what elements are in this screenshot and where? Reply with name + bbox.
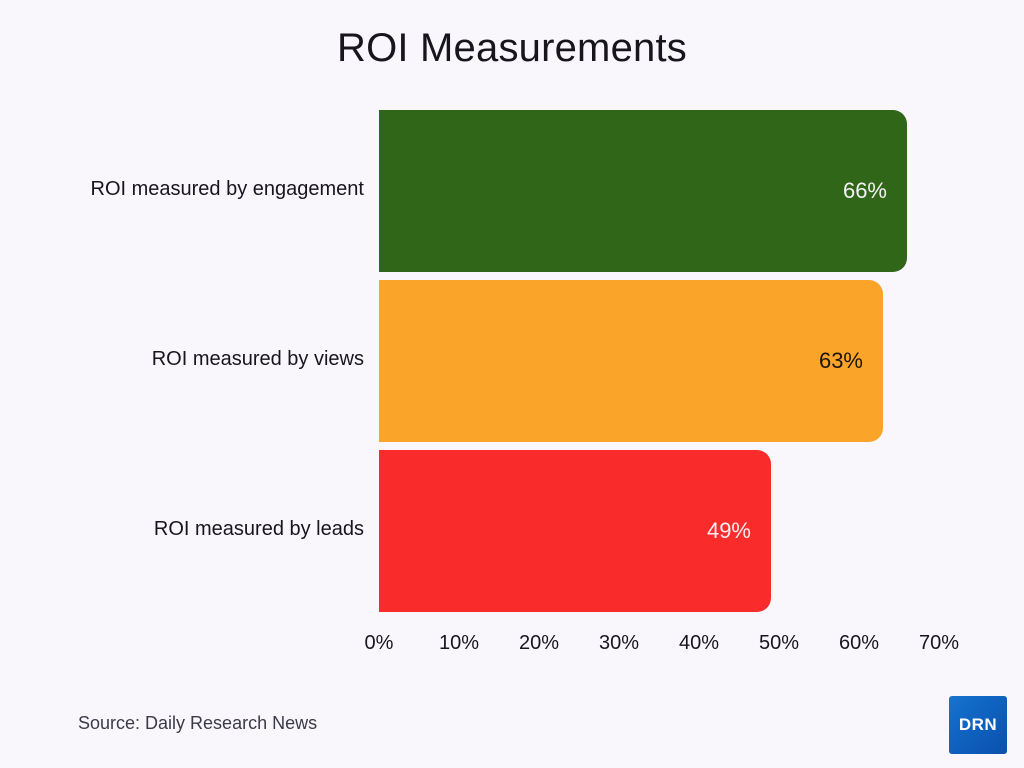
source-note: Source: Daily Research News: [78, 713, 318, 733]
category-label: ROI measured by engagement: [90, 178, 365, 200]
x-axis-tick-label: 30%: [598, 632, 640, 654]
bar-row: 66%: [379, 110, 939, 272]
bar: 49%: [379, 450, 771, 612]
chart-title: ROI Measurements: [337, 26, 687, 70]
drn-logo: DRN: [949, 696, 1007, 754]
bar-value-label: 63%: [818, 348, 863, 373]
category-label: ROI measured by leads: [153, 518, 364, 540]
bar-row: 63%: [379, 280, 939, 442]
x-axis-tick-label: 20%: [518, 632, 560, 654]
x-axis-tick-label: 40%: [678, 632, 720, 654]
bar: 66%: [379, 110, 907, 272]
category-label: ROI measured by views: [151, 348, 364, 370]
x-axis-tick-label: 10%: [438, 632, 480, 654]
x-axis-tick-label: 70%: [918, 632, 960, 654]
x-axis-tick-label: 0%: [364, 632, 394, 654]
x-axis-tick-label: 60%: [838, 632, 880, 654]
x-axis-tick-label: 50%: [758, 632, 800, 654]
plot-area: 66% 63% 49%: [379, 110, 939, 620]
logo-text: DRN: [958, 715, 998, 734]
bar-row: 49%: [379, 450, 939, 612]
x-axis: 0% 10% 20% 30% 40% 50% 60% 70%: [365, 632, 959, 662]
bar-value-label: 66%: [842, 178, 887, 203]
bar: 63%: [379, 280, 883, 442]
bar-value-label: 49%: [706, 518, 751, 543]
